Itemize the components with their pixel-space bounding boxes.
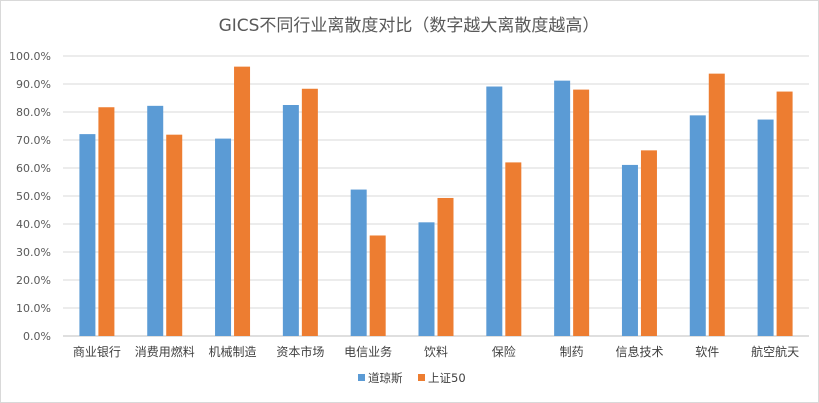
y-tick-label: 0.0% <box>23 330 51 343</box>
y-tick-label: 100.0% <box>9 50 51 63</box>
x-category-label: 机械制造 <box>209 344 257 359</box>
x-category-label: 饮料 <box>424 345 448 359</box>
bar-dow-jones <box>486 86 503 337</box>
bar-sse50 <box>640 150 657 336</box>
bar-dow-jones <box>554 80 571 336</box>
x-category-label: 信息技术 <box>615 344 663 359</box>
legend: 道琼斯 上证50 <box>358 371 466 385</box>
bar-sse50 <box>776 91 793 336</box>
bar-sse50 <box>301 88 318 336</box>
y-tick-label: 70.0% <box>16 134 51 147</box>
x-category-label: 制药 <box>560 345 584 359</box>
bar-sse50 <box>505 162 522 336</box>
bar-sse50 <box>234 66 251 336</box>
bar-sse50 <box>437 197 454 336</box>
y-tick-label: 80.0% <box>16 106 51 119</box>
bar-sse50 <box>573 89 590 336</box>
x-category-label: 消费用燃料 <box>135 344 195 359</box>
y-tick-label: 30.0% <box>16 246 51 259</box>
chart-title: GICS不同行业离散度对比（数字越大离散度越高） <box>219 16 600 36</box>
y-tick-label: 40.0% <box>16 218 51 231</box>
bar-dow-jones <box>282 105 299 336</box>
x-category-label: 电信业务 <box>344 344 392 359</box>
bar-dow-jones <box>147 105 164 336</box>
bar-dow-jones <box>689 115 706 336</box>
gridlines <box>63 55 809 337</box>
bar-dow-jones <box>350 189 367 336</box>
x-category-label: 商业银行 <box>73 344 121 359</box>
y-tick-label: 20.0% <box>16 274 51 287</box>
y-tick-label: 10.0% <box>16 302 51 315</box>
legend-swatch <box>418 374 425 381</box>
x-axis-categories: 商业银行 消费用燃料 机械制造 资本市场 电信业务 饮料 保险 制药 信息技术 软件 航空航天 <box>73 344 799 359</box>
x-category-label: 软件 <box>695 345 719 359</box>
bar-sse50 <box>98 107 115 337</box>
legend-swatch <box>358 374 365 381</box>
bars <box>79 66 793 337</box>
bar-dow-jones <box>215 138 232 336</box>
legend-label: 上证50 <box>428 371 466 385</box>
y-tick-label: 90.0% <box>16 78 51 91</box>
x-category-label: 航空航天 <box>751 344 799 359</box>
bar-dow-jones <box>79 134 96 336</box>
bar-sse50 <box>369 235 386 336</box>
bar-dow-jones <box>757 119 774 336</box>
y-tick-label: 50.0% <box>16 190 51 203</box>
legend-label: 道琼斯 <box>368 371 403 385</box>
x-category-label: 资本市场 <box>276 344 324 359</box>
bar-dow-jones <box>621 164 638 336</box>
x-category-label: 保险 <box>492 344 516 359</box>
y-tick-label: 60.0% <box>16 162 51 175</box>
bar-dow-jones <box>418 222 435 336</box>
bar-sse50 <box>166 134 183 336</box>
y-axis-ticks: 0.0% 10.0% 20.0% 30.0% 40.0% 50.0% 60.0% 70.0% 8… <box>9 50 51 343</box>
bar-sse50 <box>708 73 725 336</box>
